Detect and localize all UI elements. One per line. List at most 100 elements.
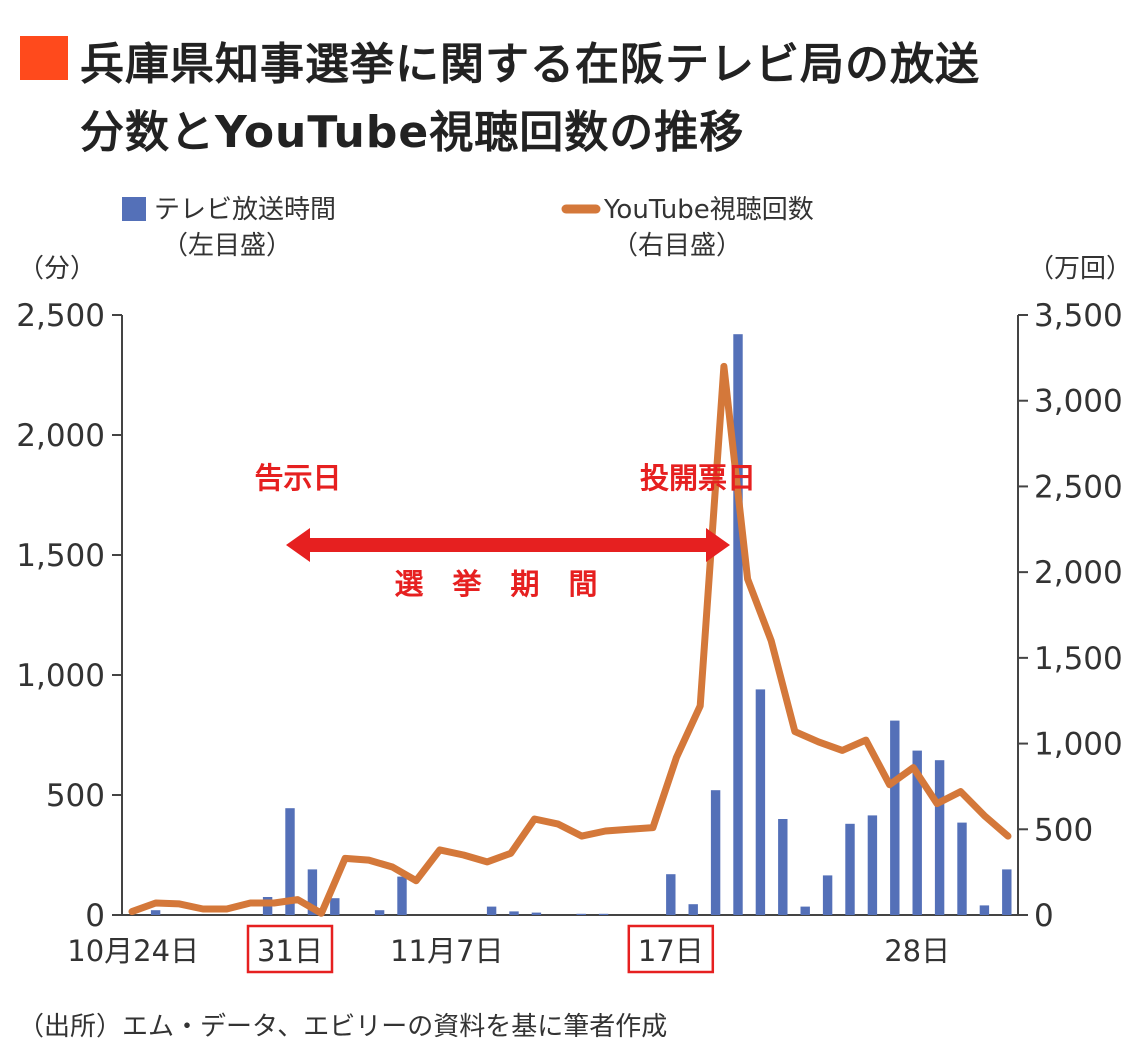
- title-marker: [20, 36, 68, 80]
- right-tick-label: 3,500: [1034, 298, 1123, 334]
- x-tick-label: 28日: [884, 934, 950, 968]
- youtube-views-point: [746, 578, 749, 580]
- youtube-views-point: [793, 730, 796, 733]
- right-tick-label: 2,000: [1034, 555, 1123, 591]
- left-tick-label: 1,500: [16, 538, 105, 574]
- tv-minutes-bar: [778, 819, 788, 915]
- youtube-views-point: [154, 902, 157, 904]
- youtube-views-point: [202, 908, 204, 910]
- youtube-views-point: [344, 857, 347, 860]
- youtube-views-point: [722, 365, 725, 368]
- legend-bar-sub: （左目盛）: [162, 231, 292, 261]
- youtube-views-point: [983, 814, 986, 817]
- left-tick-label: 1,000: [16, 658, 105, 694]
- youtube-views-point: [1007, 835, 1009, 838]
- tv-minutes-bar: [957, 822, 967, 915]
- voting-day-label: 投開票日: [640, 461, 756, 495]
- chart: テレビ放送時間 （左目盛） YouTube視聴回数 （右目盛） （分） （万回） 0 50…: [16, 195, 1132, 974]
- youtube-views-point: [936, 802, 938, 805]
- legend-bar-swatch: [122, 197, 146, 221]
- youtube-views-point: [888, 783, 891, 786]
- youtube-views-point: [249, 902, 252, 904]
- tv-minutes-bar: [666, 874, 676, 915]
- chart-title-line-2: 分数とYouTube視聴回数の推移: [80, 107, 745, 158]
- youtube-views-point: [912, 766, 915, 769]
- left-tick-label: 2,500: [16, 298, 105, 334]
- legend-bar-label: テレビ放送時間: [154, 195, 336, 225]
- tv-minutes-bar: [890, 720, 900, 915]
- youtube-views-point: [770, 639, 773, 642]
- x-tick-label: 31日: [257, 934, 323, 968]
- tv-minutes-bar: [1002, 869, 1012, 915]
- youtube-views-point: [509, 852, 512, 855]
- x-tick-label: 11月7日: [390, 934, 503, 968]
- youtube-views-point: [438, 848, 441, 851]
- youtube-views-point: [580, 835, 583, 838]
- youtube-views-point: [841, 749, 844, 752]
- left-axis-unit: （分）: [18, 254, 96, 284]
- tv-minutes-bar: [733, 334, 743, 915]
- tv-minutes-bar: [867, 815, 878, 915]
- right-axis-unit: （万回）: [1028, 254, 1132, 284]
- legend-line-label: YouTube視聴回数: [603, 195, 814, 225]
- x-label-box: [246, 924, 334, 974]
- tv-minutes-bar: [598, 913, 609, 915]
- youtube-views-point: [864, 739, 867, 742]
- tv-minutes-bar: [374, 910, 385, 915]
- legend-line-sub: （右目盛）: [612, 231, 742, 261]
- youtube-views-point: [320, 912, 323, 915]
- tv-minutes-bar: [800, 906, 810, 915]
- tv-minutes-bar: [576, 913, 586, 915]
- right-tick-label: 3,000: [1034, 384, 1123, 420]
- election-period-label: 選 挙 期 間: [394, 567, 597, 601]
- tv-minutes-bar: [845, 823, 855, 915]
- x-tick-label: 17日: [638, 934, 704, 968]
- tv-minutes-bar: [688, 904, 698, 915]
- right-tick-label: 500: [1034, 812, 1093, 848]
- youtube-views-point: [651, 826, 654, 829]
- tv-minutes-bar: [486, 906, 497, 915]
- right-tick-label: 2,500: [1034, 469, 1123, 505]
- youtube-views-point: [131, 910, 133, 913]
- youtube-views-point: [533, 818, 536, 820]
- notice-day-label: 告示日: [254, 461, 341, 495]
- tv-minutes-bar: [307, 869, 318, 915]
- tv-minutes-bar: [979, 905, 990, 915]
- tv-minutes-bar: [710, 790, 721, 915]
- x-label-box: [627, 924, 715, 974]
- youtube-views-point: [296, 898, 299, 901]
- youtube-views-point: [178, 902, 181, 905]
- right-tick-label: 0: [1034, 898, 1054, 934]
- youtube-views-point: [367, 859, 370, 862]
- youtube-views-point: [391, 866, 394, 868]
- youtube-views-point: [462, 854, 465, 856]
- youtube-views-point: [699, 704, 702, 707]
- election-period-arrow: [286, 528, 730, 562]
- left-tick-label: 500: [46, 778, 105, 814]
- youtube-views-point: [675, 756, 678, 759]
- left-tick-label: 0: [85, 898, 105, 934]
- tv-minutes-bar: [531, 912, 542, 915]
- youtube-views-line: [128, 362, 1012, 917]
- youtube-views-point: [486, 860, 489, 863]
- right-tick-label: 1,000: [1034, 727, 1123, 763]
- tv-minutes-bar: [509, 911, 519, 915]
- youtube-views-point: [817, 740, 820, 743]
- youtube-views-point: [959, 790, 962, 793]
- youtube-views-point: [628, 828, 631, 831]
- right-tick-label: 1,500: [1034, 641, 1123, 677]
- youtube-views-point: [225, 908, 228, 910]
- tv-minutes-bar: [397, 876, 407, 915]
- youtube-views-point: [557, 823, 560, 826]
- tv-minutes-bar: [755, 689, 766, 915]
- chart-title-line-1: 兵庫県知事選挙に関する在阪テレビ局の放送: [80, 39, 980, 90]
- youtube-views-point: [604, 830, 607, 832]
- tv-minutes-bar: [822, 875, 833, 915]
- tv-minutes-bar: [934, 760, 945, 915]
- tv-minutes-bar: [912, 750, 922, 915]
- tv-minutes-bar: [285, 808, 295, 915]
- source-note: （出所）エム・データ、エビリーの資料を基に筆者作成: [18, 1012, 668, 1042]
- left-tick-label: 2,000: [16, 418, 105, 454]
- tv-minutes-bar: [330, 898, 340, 915]
- x-tick-label: 10月24日: [67, 934, 199, 968]
